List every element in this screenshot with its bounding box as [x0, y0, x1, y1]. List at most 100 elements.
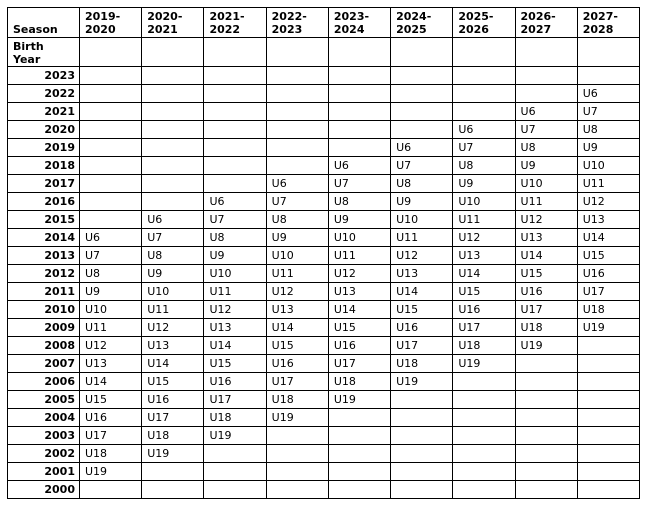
empty-cell	[78, 66, 143, 85]
empty-cell	[327, 444, 392, 463]
empty-cell	[576, 336, 641, 355]
age-group: U17	[327, 354, 392, 373]
age-group: U14	[78, 372, 143, 391]
age-group: U9	[514, 156, 578, 175]
age-group: U15	[327, 318, 392, 337]
age-group: U12	[78, 336, 143, 355]
age-group: U8	[265, 210, 329, 229]
birth-year: 2018	[7, 156, 80, 175]
empty-cell	[390, 426, 454, 445]
age-group: U15	[514, 264, 578, 283]
age-group: U18	[265, 390, 329, 409]
birth-year: 2002	[7, 444, 80, 463]
data-row: 2020 U6 U7 U8	[7, 120, 641, 139]
empty-cell	[141, 66, 205, 85]
age-group: U6	[78, 228, 143, 247]
empty-cell	[203, 462, 267, 481]
age-group: U11	[576, 174, 641, 193]
age-group: U18	[452, 336, 516, 355]
birth-year: 2015	[7, 210, 80, 229]
age-group: U8	[327, 192, 392, 211]
header-row: Season 2019- 2020 2020- 2021 2021- 2022 2022…	[7, 7, 641, 38]
age-group: U11	[327, 246, 392, 265]
empty-cell	[327, 408, 392, 427]
birth-year: 2008	[7, 336, 80, 355]
empty-cell	[265, 156, 329, 175]
empty-cell	[452, 390, 516, 409]
empty-cell	[203, 444, 267, 463]
age-group: U19	[514, 336, 578, 355]
age-group: U15	[452, 282, 516, 301]
empty-cell	[203, 102, 267, 121]
empty-cell	[576, 480, 641, 499]
age-group: U17	[452, 318, 516, 337]
age-group: U14	[514, 246, 578, 265]
age-group: U16	[576, 264, 641, 283]
empty-cell	[327, 138, 392, 157]
age-group: U17	[265, 372, 329, 391]
age-group: U13	[265, 300, 329, 319]
row-header-label: Birth Year	[7, 37, 80, 67]
age-group: U12	[327, 264, 392, 283]
empty-cell	[390, 444, 454, 463]
empty-cell	[265, 120, 329, 139]
data-row: 2019 U6 U7 U8 U9	[7, 138, 641, 157]
age-group: U8	[514, 138, 578, 157]
age-group: U18	[514, 318, 578, 337]
empty-cell	[141, 37, 205, 67]
age-group: U12	[203, 300, 267, 319]
age-group: U8	[203, 228, 267, 247]
birth-year: 2019	[7, 138, 80, 157]
data-row: 2011 U9 U10 U11 U12 U13 U14 U15 U16 U17	[7, 282, 641, 301]
age-group: U17	[78, 426, 143, 445]
data-row: 2017 U6 U7 U8 U9 U10 U11	[7, 174, 641, 193]
empty-cell	[514, 444, 578, 463]
empty-cell	[203, 138, 267, 157]
birth-year: 2013	[7, 246, 80, 265]
empty-cell	[452, 408, 516, 427]
empty-cell	[327, 102, 392, 121]
empty-cell	[141, 120, 205, 139]
age-group: U18	[78, 444, 143, 463]
age-group: U11	[265, 264, 329, 283]
empty-cell	[576, 372, 641, 391]
age-group: U12	[141, 318, 205, 337]
birth-year: 2005	[7, 390, 80, 409]
age-group: U6	[141, 210, 205, 229]
empty-cell	[141, 156, 205, 175]
age-group: U7	[514, 120, 578, 139]
empty-cell	[78, 210, 143, 229]
age-group: U11	[141, 300, 205, 319]
birth-year: 2020	[7, 120, 80, 139]
age-group: U13	[452, 246, 516, 265]
age-group: U11	[452, 210, 516, 229]
birth-year: 2003	[7, 426, 80, 445]
age-group: U9	[576, 138, 641, 157]
age-group: U13	[514, 228, 578, 247]
season-header: 2026- 2027	[514, 7, 578, 38]
age-group-table: Season 2019- 2020 2020- 2021 2021- 2022 2022…	[7, 7, 641, 499]
empty-cell	[327, 84, 392, 103]
data-row: 2014 U6 U7 U8 U9 U10 U11 U12 U13 U14	[7, 228, 641, 247]
age-group: U7	[265, 192, 329, 211]
age-group: U18	[576, 300, 641, 319]
empty-cell	[452, 37, 516, 67]
data-row: 2004 U16 U17 U18 U19	[7, 408, 641, 427]
age-group: U10	[265, 246, 329, 265]
age-group: U19	[265, 408, 329, 427]
empty-cell	[141, 462, 205, 481]
data-row: 2013 U7 U8 U9 U10 U11 U12 U13 U14 U15	[7, 246, 641, 265]
data-row: 2008 U12 U13 U14 U15 U16 U17 U18 U19	[7, 336, 641, 355]
age-group: U12	[390, 246, 454, 265]
birth-year: 2014	[7, 228, 80, 247]
empty-cell	[514, 354, 578, 373]
data-row: 2001 U19	[7, 462, 641, 481]
age-group: U15	[78, 390, 143, 409]
age-group: U16	[141, 390, 205, 409]
age-group: U14	[576, 228, 641, 247]
empty-cell	[576, 66, 641, 85]
age-group: U6	[203, 192, 267, 211]
empty-cell	[327, 120, 392, 139]
age-group: U8	[452, 156, 516, 175]
empty-cell	[390, 102, 454, 121]
